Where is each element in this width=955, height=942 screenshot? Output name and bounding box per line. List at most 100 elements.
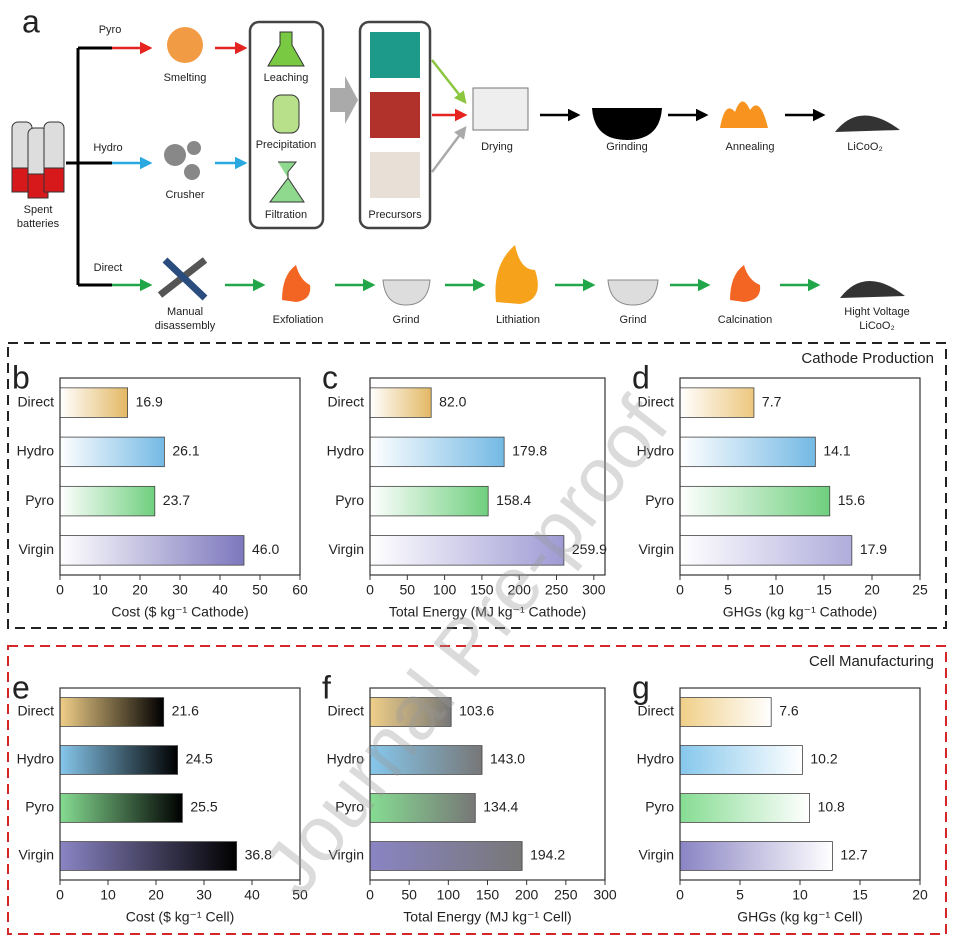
panel-letter: g [632, 669, 650, 705]
section-title: Cell Manufacturing [809, 653, 934, 670]
value-label: 7.7 [762, 393, 782, 409]
bar [59, 436, 165, 468]
x-tick-label: 30 [196, 887, 212, 903]
x-tick-label: 5 [736, 887, 744, 903]
bar [59, 535, 245, 566]
value-label: 12.7 [840, 847, 867, 863]
precursor-icon [370, 92, 420, 138]
category-label: Virgin [18, 541, 54, 557]
x-axis-label: Total Energy (MJ kg⁻¹ Cathode) [389, 604, 586, 620]
precursor-icon [370, 32, 420, 78]
category-label: Hydro [637, 443, 675, 459]
value-label: 24.5 [186, 751, 213, 767]
charts: b 16.9 Direct 26.1 Hydro 23.7 Pyro 46.0 Virgin 0 1… [12, 359, 928, 924]
category-label: Hydro [17, 443, 55, 459]
x-tick-label: 0 [366, 582, 374, 598]
x-axis-label: Total Energy (MJ kg⁻¹ Cell) [403, 909, 571, 925]
label: Grinding [606, 141, 648, 153]
precursor-icon [370, 152, 420, 198]
label: disassembly [155, 320, 216, 332]
tree-lines [66, 46, 112, 287]
value-label: 17.9 [860, 541, 887, 557]
x-tick-label: 250 [554, 887, 578, 903]
flame-icon [730, 265, 761, 302]
panel-letter: b [12, 359, 30, 395]
panel-letter: d [632, 359, 650, 395]
x-tick-label: 0 [676, 582, 684, 598]
value-label: 134.4 [483, 799, 518, 815]
bar [369, 387, 432, 418]
x-tick-label: 100 [437, 887, 461, 903]
panel-letter: a [22, 3, 40, 39]
x-tick-label: 10 [100, 887, 116, 903]
panel-letter: c [322, 359, 338, 395]
x-tick-label: 50 [400, 582, 416, 598]
label: Pyro [99, 24, 122, 36]
value-label: 10.2 [810, 751, 837, 767]
bar [59, 793, 183, 823]
bar [369, 793, 476, 823]
label: Filtration [265, 209, 307, 221]
label: batteries [17, 218, 60, 230]
plot-frame [59, 687, 301, 881]
x-tick-label: 40 [212, 582, 228, 598]
category-label: Hydro [327, 751, 365, 767]
label: Lithiation [496, 314, 540, 326]
label: Spent [24, 204, 53, 216]
x-tick-label: 10 [792, 887, 808, 903]
label: Smelting [164, 72, 207, 84]
value-label: 15.6 [838, 492, 865, 508]
section-box [7, 645, 947, 935]
label: Drying [481, 141, 513, 153]
x-tick-label: 15 [816, 582, 832, 598]
category-label: Pyro [25, 799, 54, 815]
x-tick-label: 25 [912, 582, 928, 598]
x-tick-label: 200 [515, 887, 539, 903]
flame-icon [495, 245, 538, 304]
mortar-icon [592, 108, 662, 140]
bar [679, 436, 816, 468]
value-label: 158.4 [496, 492, 531, 508]
category-label: Pyro [335, 492, 364, 508]
value-label: 25.5 [190, 799, 217, 815]
section-box [7, 342, 947, 629]
value-label: 14.1 [823, 443, 850, 459]
x-tick-label: 0 [676, 887, 684, 903]
box [248, 20, 325, 230]
category-label: Virgin [328, 847, 364, 863]
panel-letter: e [12, 669, 30, 705]
x-tick-label: 100 [433, 582, 457, 598]
label: Exfoliation [273, 314, 324, 326]
category-label: Pyro [645, 799, 674, 815]
x-tick-label: 20 [148, 887, 164, 903]
value-label: 179.8 [512, 443, 547, 459]
category-label: Direct [17, 703, 54, 719]
powder-icon [835, 115, 900, 132]
value-label: 103.6 [459, 703, 494, 719]
category-label: Virgin [638, 847, 674, 863]
value-label: 7.6 [779, 703, 799, 719]
x-tick-label: 60 [292, 582, 308, 598]
vessel-icon [272, 94, 300, 134]
x-tick-label: 0 [56, 887, 64, 903]
category-label: Virgin [638, 541, 674, 557]
category-label: Pyro [335, 799, 364, 815]
box [358, 20, 432, 230]
x-tick-label: 250 [545, 582, 569, 598]
bar [369, 485, 489, 517]
bar [679, 485, 831, 517]
x-tick-label: 20 [864, 582, 880, 598]
x-tick-label: 0 [366, 887, 374, 903]
bar [369, 436, 505, 468]
filter-icon [269, 161, 305, 203]
x-tick-label: 150 [476, 887, 500, 903]
label: Grind [620, 314, 647, 326]
x-tick-label: 300 [593, 887, 617, 903]
x-axis-label: GHGs (kg kg⁻¹ Cathode) [723, 604, 877, 620]
value-label: 10.8 [818, 799, 845, 815]
label: Manual [167, 306, 203, 318]
x-tick-label: 200 [508, 582, 532, 598]
category-label: Direct [327, 393, 364, 409]
category-label: Virgin [328, 541, 364, 557]
